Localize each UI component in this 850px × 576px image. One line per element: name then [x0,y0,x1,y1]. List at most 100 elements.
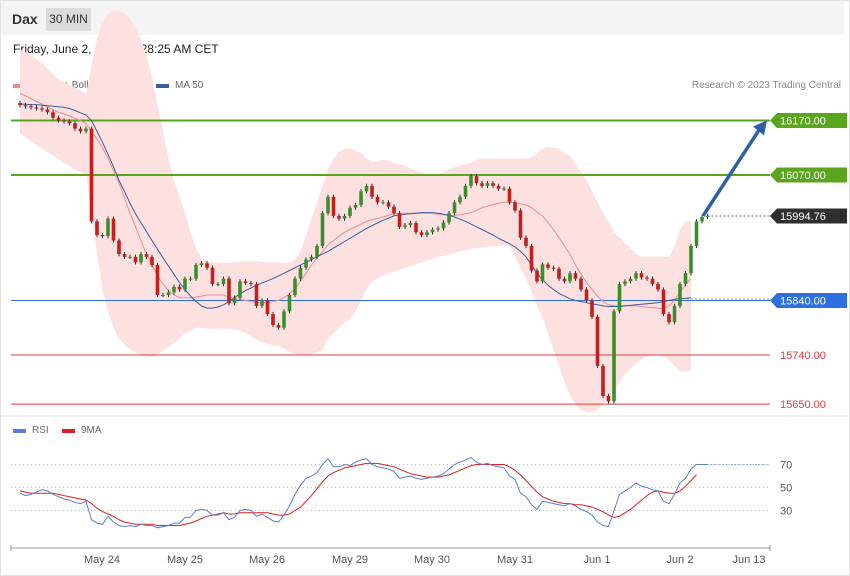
candle-body-122 [689,245,693,274]
candle-body-72 [414,223,418,233]
rsi-9ma-line [19,462,697,526]
candle-body-97 [551,267,556,269]
candle-body-24 [150,256,154,265]
level-tag-1 [770,167,847,183]
candle-body-93 [529,245,534,271]
candle-body-50 [293,278,297,295]
candle-body-4 [40,108,44,110]
candle-body-23 [144,254,149,257]
interval-button[interactable]: 30 MIN [46,8,91,31]
candle-body-82 [469,176,473,186]
candle-body-62 [359,191,363,205]
level-tag-2 [770,208,847,224]
candle-body-38 [227,278,231,304]
candle-body-35 [210,267,215,285]
candle-body-96 [546,264,550,268]
candle-body-104 [590,300,594,317]
x-tick-5: May 31 [497,554,533,566]
legend-swatch-bollinger [13,83,26,88]
candle-body-125 [705,215,710,217]
candle-body-58 [337,215,341,219]
candle-body-26 [161,295,165,296]
candle-body-10 [73,123,77,129]
candle-body-12 [84,128,88,132]
legend-9ma: 9MA [62,425,102,436]
candle-body-7 [56,117,61,121]
candle-body-0 [18,103,22,106]
candle-body-119 [672,305,677,323]
candle-body-13 [89,128,94,222]
candle-body-105 [595,316,600,366]
candle-body-111 [628,278,633,282]
candle-body-37 [221,278,226,285]
candle-body-84 [480,183,484,186]
candle-body-51 [298,267,303,279]
level-label-0: 16170.00 [780,115,826,127]
candle-body-48 [282,311,286,328]
level-label-5: 15650.00 [780,399,826,411]
candle-body-114 [645,277,649,279]
candle-body-54 [315,245,319,257]
forecast-arrow-shaft [701,124,764,217]
candle-body-29 [177,286,182,290]
ma20-line [19,92,692,310]
candle-body-95 [540,264,545,282]
candle-body-44 [260,300,264,306]
candle-body-39 [232,297,237,304]
candle-body-102 [579,278,583,290]
rsi-tick-70: 70 [780,460,792,472]
candle-body-57 [331,196,336,216]
ma50-line [20,103,692,309]
candle-body-123 [694,221,699,246]
x-tick-7: Jun 2 [667,554,694,566]
rsi-tick-50: 50 [780,483,792,495]
candle-body-88 [502,188,506,190]
level-label-4: 15740.00 [780,350,826,362]
candle-body-78 [447,213,451,223]
candle-body-5 [45,109,50,113]
x-tick-0: May 24 [84,554,120,566]
candle-body-56 [326,196,330,214]
candle-body-98 [557,268,561,279]
candle-body-100 [568,273,572,282]
candle-body-85 [485,183,490,186]
legend-swatch-9ma [62,428,75,433]
candle-body-3 [34,107,39,109]
x-tick-8: Jun 13 [732,554,765,566]
candle-body-91 [518,210,523,238]
candle-body-18 [117,240,121,255]
x-tick-4: May 30 [414,554,450,566]
legend-swatch-rsi [13,428,26,433]
level-label-3: 15840.00 [780,295,826,307]
candle-body-49 [287,295,292,312]
candle-body-110 [623,281,627,285]
candle-body-101 [573,273,578,279]
candle-body-68 [392,206,396,214]
candle-body-67 [386,202,391,207]
candle-body-47 [276,325,281,328]
forecast-arrow-head [753,120,767,136]
candle-body-112 [634,273,638,279]
candle-body-42 [249,283,253,285]
candle-body-70 [403,225,407,227]
candle-body-6 [51,112,55,118]
legend-swatch-ma50 [156,83,169,88]
rsi-tick-30: 30 [780,506,792,518]
legend-label-9ma: 9MA [81,425,102,436]
candle-body-60 [348,207,352,216]
candle-body-94 [535,270,539,282]
candle-body-63 [364,185,369,192]
candle-body-99 [562,278,567,282]
candle-body-89 [507,188,512,203]
candle-body-79 [452,202,457,214]
rsi-line [19,457,708,529]
candle-body-21 [133,256,138,263]
candle-body-120 [678,284,682,306]
candle-body-115 [650,278,655,285]
candle-body-9 [67,121,72,124]
candle-body-74 [425,232,429,235]
candle-body-41 [243,281,248,283]
candle-body-121 [683,273,688,285]
level-label-2: 15994.76 [780,211,826,223]
x-tick-1: May 25 [167,554,203,566]
